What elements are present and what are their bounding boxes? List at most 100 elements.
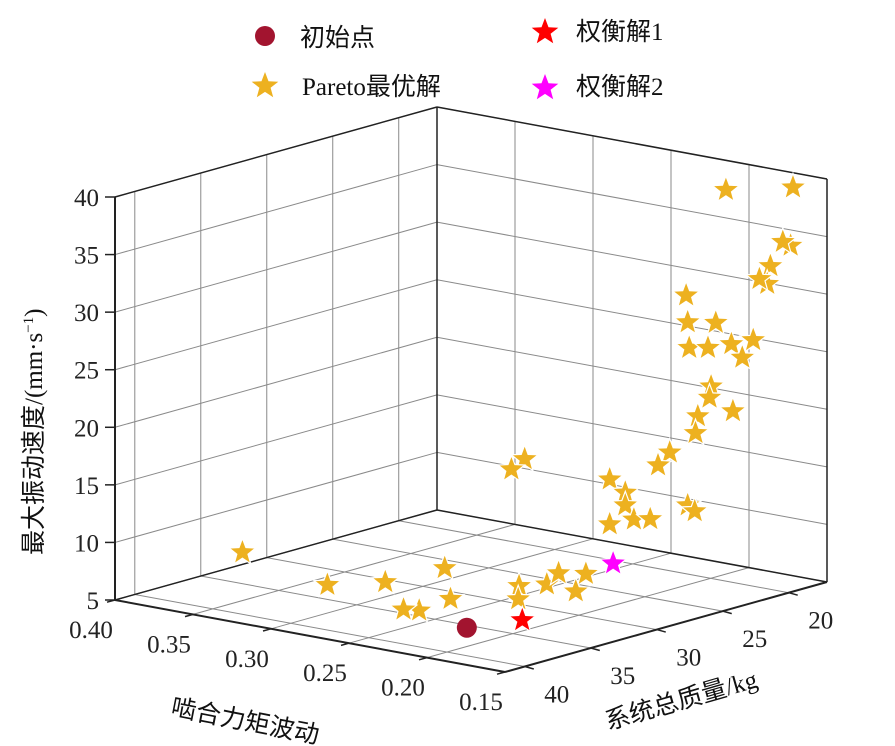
- x-tick: [262, 628, 272, 632]
- pareto-point: [682, 400, 713, 429]
- wall-grid-line: [436, 394, 828, 468]
- wall-grid-line: [114, 164, 438, 256]
- z-axis-label-close: ): [21, 308, 48, 316]
- data-points: [227, 171, 808, 638]
- legend-label-tradeoff2: 权衡解2: [576, 73, 664, 101]
- pareto-point: [370, 566, 401, 595]
- box-edge: [436, 106, 828, 180]
- z-tick-label: 20: [74, 415, 99, 442]
- pareto-point: [700, 307, 731, 336]
- x-tick-label: 0.30: [225, 646, 269, 673]
- z-tick-label: 5: [87, 588, 100, 615]
- y-tick: [788, 591, 798, 596]
- pareto-point: [643, 449, 674, 479]
- y-tick: [590, 647, 600, 652]
- wall-grid-line: [436, 164, 828, 238]
- pareto-point: [570, 558, 601, 587]
- wall-grid-line: [436, 336, 828, 410]
- y-axis-line: [504, 581, 828, 673]
- pareto-point: [594, 463, 625, 493]
- pareto-point: [654, 436, 685, 466]
- pareto-point: [727, 341, 758, 371]
- pareto-point: [610, 489, 641, 519]
- pareto-point: [543, 557, 574, 586]
- floor-grid-line: [134, 593, 525, 667]
- x-tick-label: 0.40: [69, 617, 113, 644]
- tradeoff-point: [598, 547, 629, 577]
- pareto-point: [767, 226, 798, 255]
- legend-marker-pareto: [251, 72, 279, 98]
- y-tick-label: 20: [808, 608, 833, 635]
- y-tick: [656, 628, 666, 633]
- wall-grid-line: [114, 394, 438, 486]
- x-axis-line: [114, 599, 506, 673]
- pareto-point: [679, 495, 710, 524]
- pareto-point: [672, 306, 703, 335]
- x-tick-label: 0.25: [303, 660, 347, 687]
- x-tick: [496, 671, 506, 675]
- floor-grid-line: [192, 523, 516, 615]
- x-tick: [418, 656, 428, 661]
- pareto-point: [496, 453, 527, 483]
- y-tick: [524, 665, 534, 670]
- pareto-point: [694, 381, 725, 411]
- pareto-point: [635, 503, 666, 532]
- x-tick-label: 0.35: [147, 631, 191, 658]
- floor-grid-line: [426, 567, 750, 659]
- axes: [105, 106, 828, 675]
- wall-grid-line: [114, 451, 438, 543]
- tick-labels: 0.15 0.20 0.25 0.30 0.35 0.40 20 25 30 35 40 5 10 15 2…: [69, 185, 833, 716]
- y-tick-label: 40: [544, 681, 569, 708]
- floor-grid-line: [398, 520, 789, 594]
- legend: 初始点 权衡解1 Pareto最优解 权衡解2: [251, 18, 664, 101]
- legend-label-initial: 初始点: [300, 24, 375, 52]
- y-tick: [722, 610, 732, 615]
- pareto-point: [680, 417, 711, 446]
- pareto-point: [716, 328, 747, 357]
- pareto-point: [503, 583, 534, 612]
- legend-label-tradeoff1: 权衡解1: [576, 18, 664, 46]
- floor-grid-line: [200, 575, 591, 649]
- box-edge: [114, 509, 438, 601]
- legend-marker-initial: [255, 26, 275, 46]
- x-tick: [340, 642, 350, 647]
- floor-grid-line: [332, 538, 723, 612]
- pareto-point: [738, 324, 769, 353]
- pareto-point: [671, 279, 702, 309]
- x-tick-label: 0.15: [459, 689, 503, 716]
- x-axis-label: 啮合力矩波动: [169, 693, 322, 746]
- wall-grid-line: [114, 279, 438, 371]
- pareto-point: [710, 174, 741, 203]
- z-axis-label-sup: −1: [21, 317, 37, 333]
- wall-grid-line: [114, 336, 438, 428]
- y-tick-label: 25: [742, 626, 767, 653]
- pareto-point: [388, 593, 419, 623]
- pareto-point: [717, 395, 748, 424]
- x-tick-label: 0.20: [381, 675, 425, 702]
- legend-marker-tradeoff2: [531, 74, 559, 100]
- initial-point: [456, 617, 477, 638]
- legend-marker-tradeoff1: [531, 18, 559, 44]
- z-tick-label: 35: [74, 243, 99, 270]
- floor-grid-line: [266, 557, 657, 631]
- pareto-point: [778, 171, 808, 201]
- z-tick-label: 25: [74, 358, 99, 385]
- z-tick-label: 15: [74, 473, 99, 500]
- z-tick-label: 40: [74, 185, 99, 212]
- box-edge: [436, 509, 828, 583]
- pareto-point: [594, 508, 625, 538]
- floor-grid-line: [270, 538, 594, 630]
- x-tick: [184, 613, 194, 618]
- pareto-point: [744, 263, 775, 292]
- z-axis-label: 最大振动速度/(mm·s−1): [20, 308, 48, 555]
- pareto-point: [693, 332, 723, 361]
- pareto-point: [755, 250, 786, 279]
- pareto-point: [429, 552, 460, 581]
- legend-label-pareto: Pareto最优解: [302, 73, 441, 101]
- pareto-point: [312, 569, 343, 598]
- wall-grid-line: [114, 221, 438, 313]
- y-tick-label: 35: [610, 663, 635, 690]
- z-tick-label: 30: [74, 300, 99, 327]
- tradeoff-point: [507, 604, 538, 633]
